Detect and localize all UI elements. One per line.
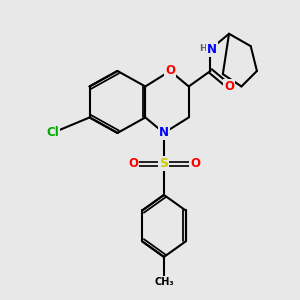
Text: N: N xyxy=(159,127,169,140)
Text: O: O xyxy=(224,80,234,93)
Text: S: S xyxy=(159,158,168,170)
Text: O: O xyxy=(190,158,200,170)
Text: N: N xyxy=(207,43,217,56)
Text: O: O xyxy=(128,158,138,170)
Text: Cl: Cl xyxy=(46,127,59,140)
Text: O: O xyxy=(165,64,175,77)
Text: CH₃: CH₃ xyxy=(154,277,174,287)
Text: H: H xyxy=(199,44,207,52)
